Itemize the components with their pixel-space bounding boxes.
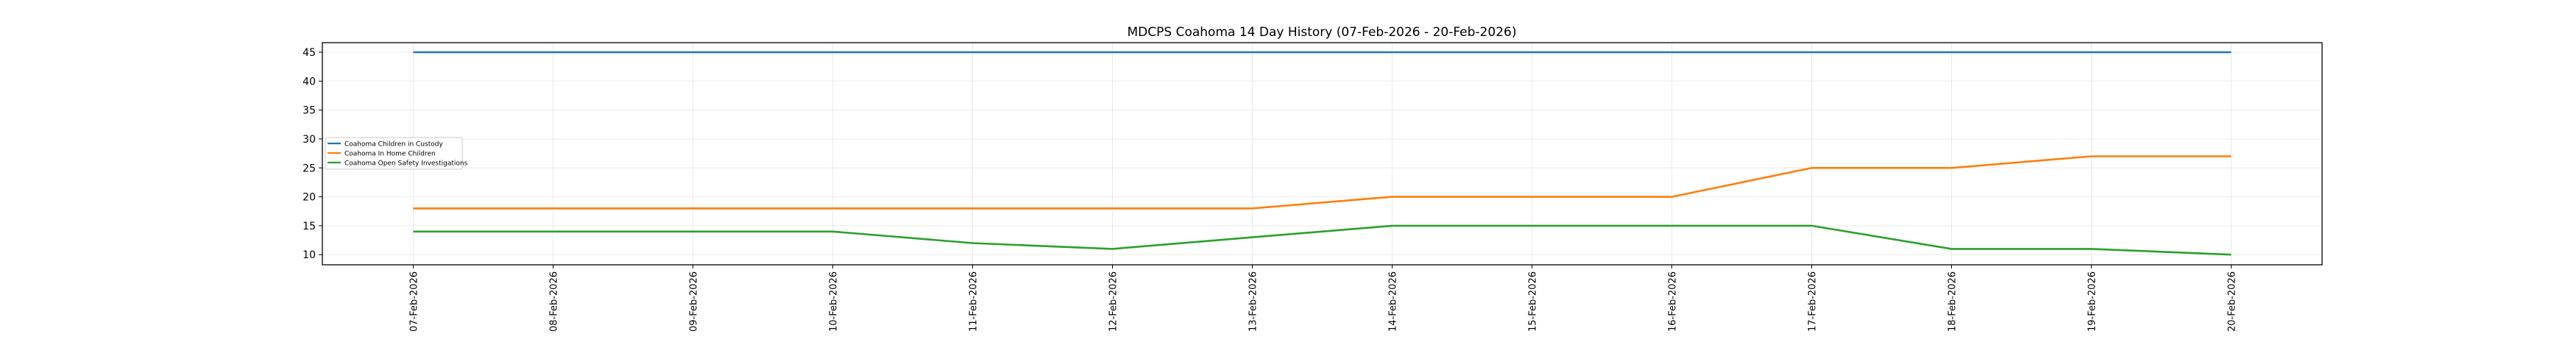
chart-title: MDCPS Coahoma 14 Day History (07-Feb-202…	[1128, 25, 1517, 40]
y-tick-label: 10	[302, 249, 316, 261]
x-tick-label: 12-Feb-2026	[1108, 271, 1119, 332]
x-tick-label: 20-Feb-2026	[2227, 271, 2238, 332]
x-tick-label: 17-Feb-2026	[1808, 271, 1819, 332]
x-tick-label: 18-Feb-2026	[1947, 271, 1958, 332]
legend-label: Coahoma Children in Custody	[344, 141, 443, 149]
x-tick-label: 16-Feb-2026	[1668, 271, 1679, 332]
x-tick-label: 08-Feb-2026	[549, 271, 560, 332]
x-tick-label: 19-Feb-2026	[2087, 271, 2098, 332]
y-tick-label: 30	[302, 134, 316, 146]
y-tick-label: 35	[302, 105, 316, 117]
legend: Coahoma Children in Custody Coahoma In Ho…	[325, 138, 468, 169]
y-tick-label: 20	[302, 192, 316, 204]
x-tick-label: 07-Feb-2026	[409, 271, 420, 332]
y-axis: 10 15 20 25 30 35 40 45	[302, 47, 322, 261]
series-line-2	[414, 226, 2232, 254]
legend-label: Coahoma Open Safety Investigations	[344, 160, 468, 168]
x-tick-label: 13-Feb-2026	[1248, 271, 1259, 332]
series-line-1	[414, 157, 2232, 209]
y-tick-label: 15	[302, 221, 316, 232]
x-tick-label: 15-Feb-2026	[1528, 271, 1539, 332]
x-tick-label: 10-Feb-2026	[829, 271, 840, 332]
series-lines	[413, 52, 2231, 254]
x-axis: 07-Feb-2026 08-Feb-2026 09-Feb-2026 10-Feb-…	[409, 265, 2238, 332]
x-tick-label: 11-Feb-2026	[969, 271, 980, 332]
y-tick-label: 45	[302, 47, 316, 59]
y-tick-label: 25	[302, 163, 316, 174]
y-tick-label: 40	[302, 76, 316, 88]
legend-label: Coahoma In Home Children	[344, 151, 436, 158]
x-tick-label: 09-Feb-2026	[689, 271, 700, 332]
x-tick-label: 14-Feb-2026	[1388, 271, 1399, 332]
